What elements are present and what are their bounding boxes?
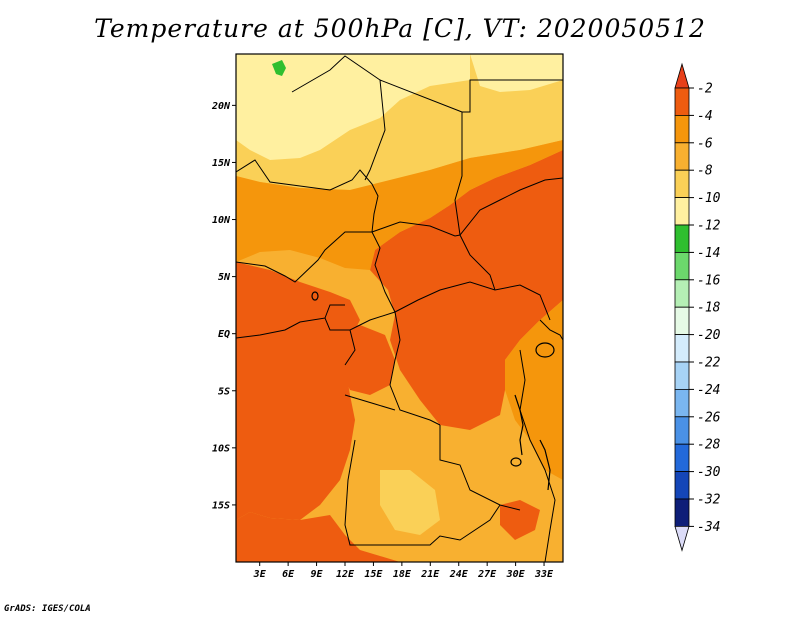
colorbar-swatch [674,169,690,198]
lon-label: 15E [364,569,383,580]
grads-credit: GrADS: IGES/COLA [4,604,91,614]
colorbar-label: -30 [697,465,721,480]
colorbar-label: -18 [697,301,721,316]
lon-label: 27E [477,569,497,580]
colorbar-label: -8 [697,164,713,179]
map-frame [235,53,564,563]
longitude-axis: 3E 6E 9E 12E 15E 18E 21E 24E 27E 30E 33E [253,562,554,580]
colorbar-label: -16 [697,273,721,288]
temp-field-east-orange [505,300,563,480]
map-title: Temperature at 500hPa [C], VT: 202005051… [94,14,706,43]
colorbar-swatch [674,443,690,473]
colorbar-swatch [674,279,690,308]
colorbar-swatch [674,361,690,390]
colorbar-label: -26 [697,410,721,425]
colorbar-swatch [674,224,690,253]
colorbar-label: -22 [697,356,721,371]
colorbar-swatch [674,334,690,363]
colorbar-label: -24 [697,383,720,398]
colorbar-top-arrow [674,62,690,89]
lon-label: 33E [534,569,554,580]
colorbar-label: -12 [697,219,721,234]
map-plot-area [236,54,563,562]
colorbar-bottom-arrow [674,526,690,552]
colorbar-swatch [674,388,690,418]
colorbar-swatch [674,306,690,336]
colorbar-swatch [674,498,690,527]
country-borders [236,55,563,562]
temp-field-warm-south [236,512,400,562]
colorbar-label: -20 [697,328,721,343]
colorbar-label: -34 [697,520,720,535]
lat-label: EQ [218,329,230,340]
lat-label: 15S [212,500,230,511]
lon-label: 24E [449,569,469,580]
lon-label: 3E [253,569,267,580]
temp-field-green-spot [272,60,286,76]
lat-label: 10N [212,215,231,226]
colorbar-swatch [674,197,690,226]
lat-label: 5N [218,272,231,283]
colorbar-swatch [674,416,690,445]
colorbar-swatch [674,115,690,144]
colorbar-label: -4 [697,109,713,124]
colorbar-label: -32 [697,493,721,508]
lon-label: 21E [420,569,440,580]
colorbar-swatch [674,87,690,116]
temp-field-warm-center [330,325,395,395]
temp-field-south-pale [380,470,440,535]
temp-field-mid-orange [236,140,563,270]
colorbar-label: -10 [697,191,721,206]
lat-label: 10S [212,443,230,454]
colorbar-label: -28 [697,438,721,453]
lat-label: 20N [211,101,231,112]
lon-label: 12E [336,569,355,580]
colorbar-swatch [674,142,690,171]
colorbar-label: -2 [697,82,713,97]
lat-label: 15N [212,158,231,169]
temp-field-warm-east [370,150,563,430]
latitude-axis: 20N 15N 10N 5N EQ 5S 10S 15S [211,101,236,511]
lakes [311,291,555,491]
colorbar-swatch [674,251,690,281]
lon-label: 30E [506,569,526,580]
colorbar-label: -6 [697,136,713,151]
colorbar-swatch [674,471,690,500]
lon-label: 6E [282,569,295,580]
lat-label: 5S [218,386,230,397]
colorbar: -2 -4 -6 -8 -10 -12 -14 -16 -18 -20 -22 -24 -26 -28 -3… [674,62,721,552]
lon-label: 9E [311,569,324,580]
colorbar-label: -14 [697,246,720,261]
temp-field-ne-pale [470,54,563,92]
temp-field-north-palest [236,54,470,160]
temp-field-se-warm [500,500,540,540]
lon-label: 18E [393,569,412,580]
